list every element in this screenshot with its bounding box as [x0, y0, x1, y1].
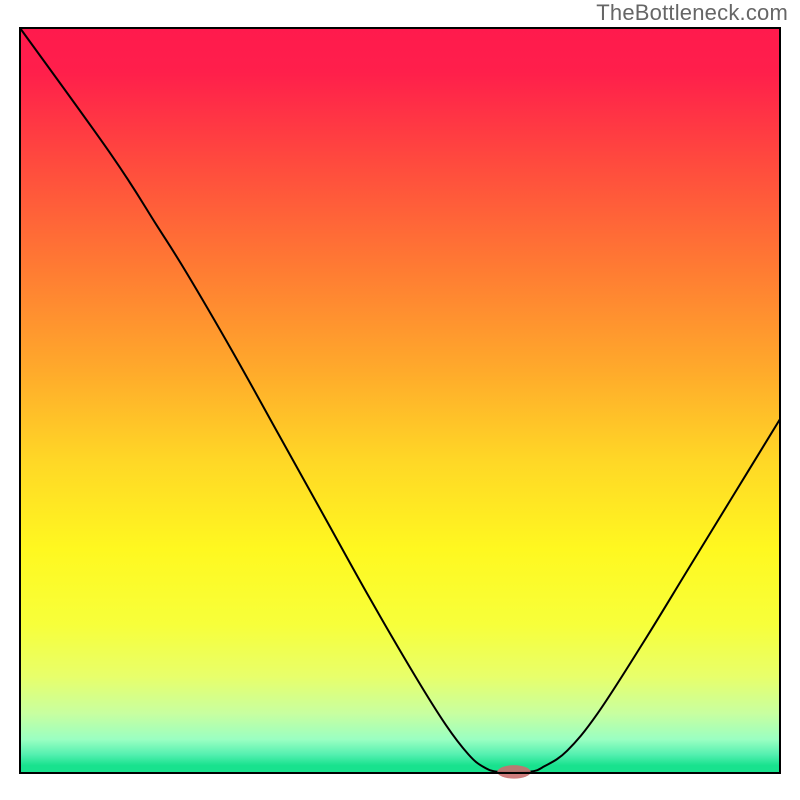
- bottleneck-chart: [0, 0, 800, 800]
- watermark-text: TheBottleneck.com: [596, 0, 788, 26]
- gradient-background: [20, 28, 780, 773]
- chart-container: TheBottleneck.com: [0, 0, 800, 800]
- optimal-marker: [497, 765, 530, 778]
